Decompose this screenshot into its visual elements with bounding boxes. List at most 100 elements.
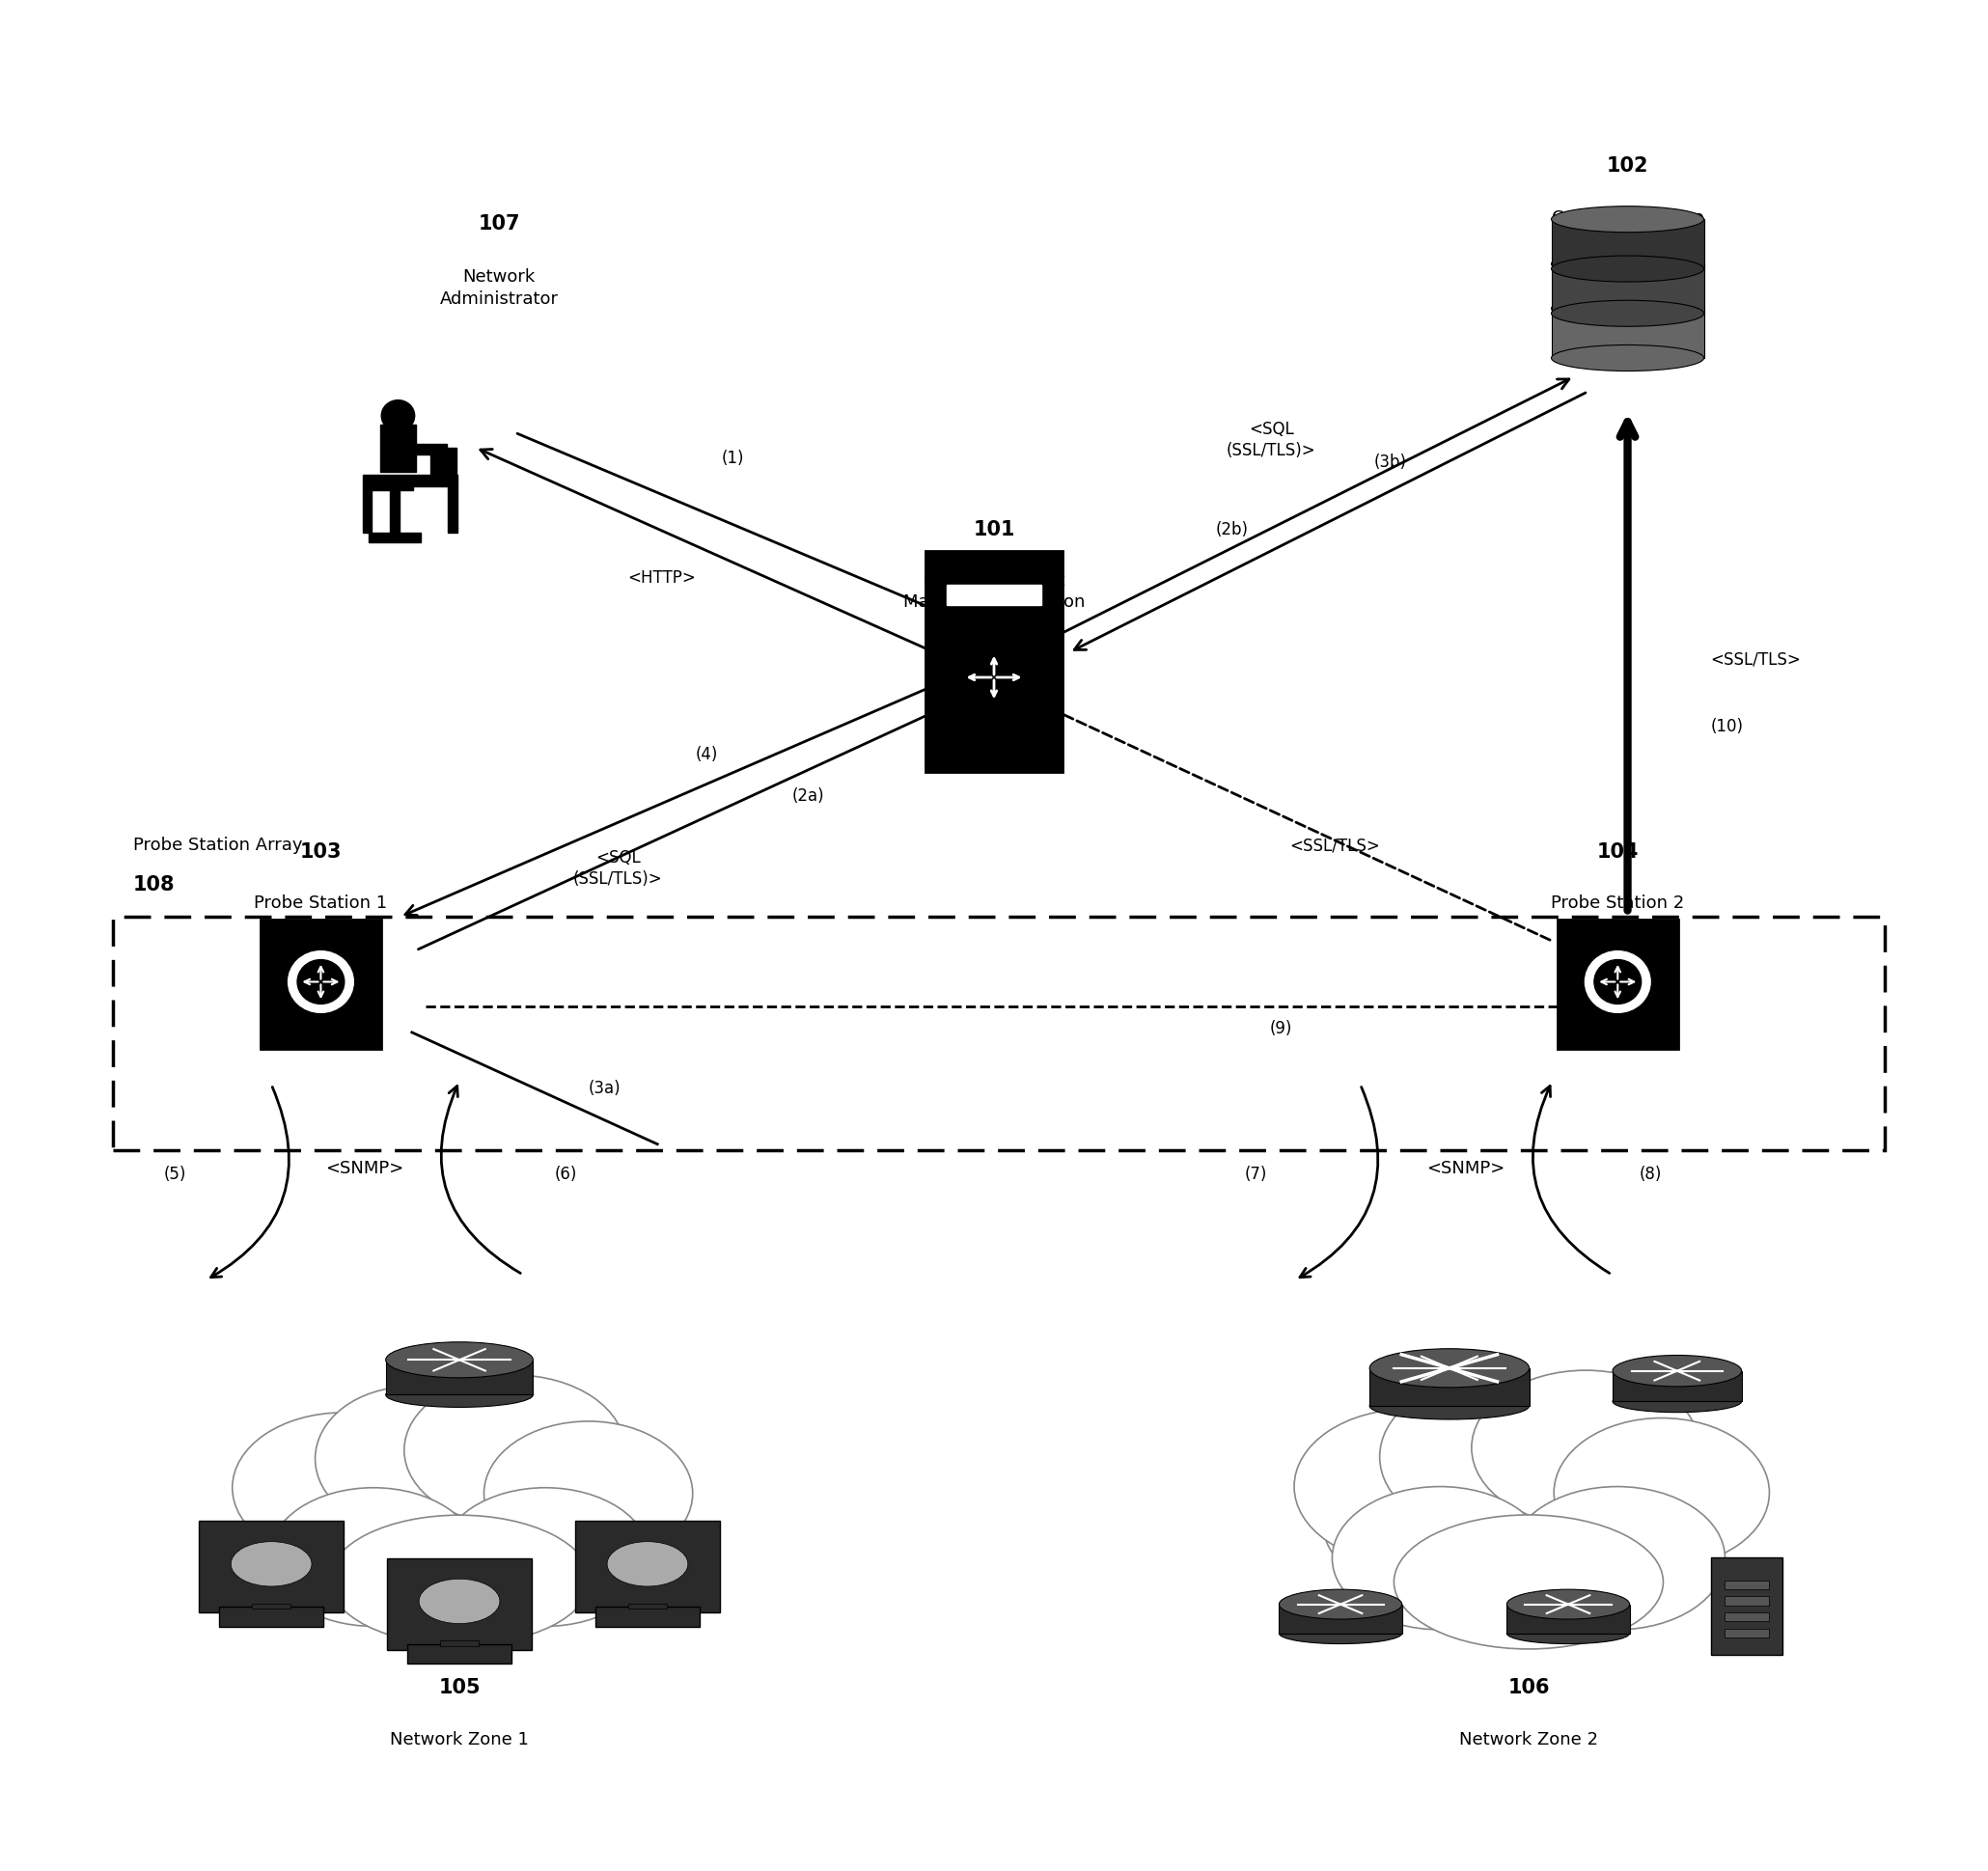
FancyBboxPatch shape <box>362 486 372 533</box>
Ellipse shape <box>328 1516 590 1645</box>
Text: (3a): (3a) <box>588 1080 620 1096</box>
Text: Central Network
Management Station: Central Network Management Station <box>903 573 1085 612</box>
Text: (1): (1) <box>722 449 744 468</box>
FancyBboxPatch shape <box>390 488 400 535</box>
Ellipse shape <box>1612 1390 1741 1413</box>
Text: Probe Station 2: Probe Station 2 <box>1551 894 1684 911</box>
Ellipse shape <box>1394 1516 1664 1648</box>
FancyBboxPatch shape <box>368 533 421 543</box>
FancyBboxPatch shape <box>380 425 415 471</box>
Text: (4): (4) <box>696 747 718 763</box>
Text: 106: 106 <box>1507 1678 1549 1697</box>
FancyBboxPatch shape <box>441 1641 479 1646</box>
FancyBboxPatch shape <box>1724 1628 1769 1637</box>
Ellipse shape <box>231 1542 312 1587</box>
Ellipse shape <box>316 1386 505 1530</box>
Text: Network Zone 2: Network Zone 2 <box>1459 1731 1598 1748</box>
FancyBboxPatch shape <box>447 486 457 533</box>
Text: 101: 101 <box>972 520 1016 539</box>
Ellipse shape <box>483 1422 692 1566</box>
FancyBboxPatch shape <box>1278 1603 1402 1633</box>
FancyBboxPatch shape <box>1370 1368 1529 1405</box>
Text: <HTTP>: <HTTP> <box>626 569 696 586</box>
Ellipse shape <box>441 1487 650 1626</box>
Ellipse shape <box>1380 1383 1576 1530</box>
Text: 103: 103 <box>300 842 342 861</box>
FancyBboxPatch shape <box>199 1521 344 1613</box>
FancyBboxPatch shape <box>1724 1581 1769 1588</box>
Ellipse shape <box>404 1375 624 1525</box>
Text: 107: 107 <box>477 213 521 234</box>
Text: <SSL/TLS>: <SSL/TLS> <box>1290 838 1380 855</box>
Ellipse shape <box>386 1342 533 1377</box>
Text: Network Zone 1: Network Zone 1 <box>390 1731 529 1748</box>
FancyBboxPatch shape <box>1712 1559 1781 1654</box>
Circle shape <box>1594 960 1642 1005</box>
Text: <SNMP>: <SNMP> <box>326 1160 404 1177</box>
FancyBboxPatch shape <box>388 1559 533 1650</box>
Ellipse shape <box>1471 1370 1700 1525</box>
Circle shape <box>298 960 344 1005</box>
Ellipse shape <box>1551 301 1704 326</box>
Text: <SQL
(SSL/TLS)>: <SQL (SSL/TLS)> <box>573 849 662 889</box>
Ellipse shape <box>1332 1487 1547 1630</box>
Text: 108: 108 <box>133 876 175 894</box>
FancyBboxPatch shape <box>1724 1613 1769 1622</box>
Ellipse shape <box>1370 1349 1529 1388</box>
FancyBboxPatch shape <box>1551 309 1704 357</box>
Ellipse shape <box>1294 1409 1523 1564</box>
Text: (5): (5) <box>163 1166 187 1182</box>
Text: (9): (9) <box>1270 1020 1292 1037</box>
Ellipse shape <box>419 1579 499 1624</box>
Ellipse shape <box>1507 1588 1630 1618</box>
FancyBboxPatch shape <box>1507 1603 1630 1633</box>
FancyBboxPatch shape <box>260 921 382 1048</box>
FancyBboxPatch shape <box>575 1521 720 1613</box>
FancyBboxPatch shape <box>429 449 455 479</box>
FancyBboxPatch shape <box>1551 264 1704 312</box>
FancyBboxPatch shape <box>219 1607 324 1626</box>
Ellipse shape <box>1278 1622 1402 1645</box>
Ellipse shape <box>1370 1392 1529 1420</box>
Text: 105: 105 <box>439 1678 481 1697</box>
FancyBboxPatch shape <box>362 475 457 486</box>
Ellipse shape <box>1509 1487 1726 1630</box>
Ellipse shape <box>1507 1622 1630 1645</box>
FancyBboxPatch shape <box>1724 1596 1769 1605</box>
FancyBboxPatch shape <box>946 584 1042 604</box>
Text: (2a): (2a) <box>791 788 825 805</box>
Ellipse shape <box>1551 206 1704 232</box>
Text: <SQL
(SSL/TLS)>: <SQL (SSL/TLS)> <box>1227 421 1316 460</box>
Ellipse shape <box>233 1413 453 1562</box>
Ellipse shape <box>268 1487 477 1626</box>
Text: <SSL/TLS>: <SSL/TLS> <box>1712 651 1801 668</box>
FancyBboxPatch shape <box>368 481 414 490</box>
Text: (8): (8) <box>1640 1166 1662 1182</box>
Ellipse shape <box>1612 1355 1741 1386</box>
FancyBboxPatch shape <box>924 550 1064 771</box>
Ellipse shape <box>386 1383 533 1407</box>
FancyBboxPatch shape <box>1551 219 1704 269</box>
FancyBboxPatch shape <box>414 443 447 455</box>
FancyBboxPatch shape <box>1612 1371 1741 1401</box>
Ellipse shape <box>1555 1418 1769 1568</box>
FancyBboxPatch shape <box>408 1645 511 1663</box>
Text: 104: 104 <box>1596 842 1638 861</box>
Ellipse shape <box>1551 251 1704 277</box>
Text: <SNMP>: <SNMP> <box>1425 1160 1505 1177</box>
Circle shape <box>288 950 354 1012</box>
Text: (3b): (3b) <box>1374 453 1406 471</box>
FancyBboxPatch shape <box>252 1603 290 1609</box>
Text: (6): (6) <box>555 1166 577 1182</box>
Ellipse shape <box>1551 256 1704 283</box>
Text: Central Database: Central Database <box>1551 210 1704 226</box>
Text: (2b): (2b) <box>1215 520 1248 539</box>
FancyBboxPatch shape <box>628 1603 666 1609</box>
Text: Network
Administrator: Network Administrator <box>439 269 559 307</box>
Ellipse shape <box>260 1424 658 1620</box>
FancyBboxPatch shape <box>386 1360 533 1394</box>
Ellipse shape <box>1278 1588 1402 1618</box>
Ellipse shape <box>606 1542 688 1587</box>
FancyBboxPatch shape <box>1557 921 1678 1048</box>
Circle shape <box>382 400 415 432</box>
